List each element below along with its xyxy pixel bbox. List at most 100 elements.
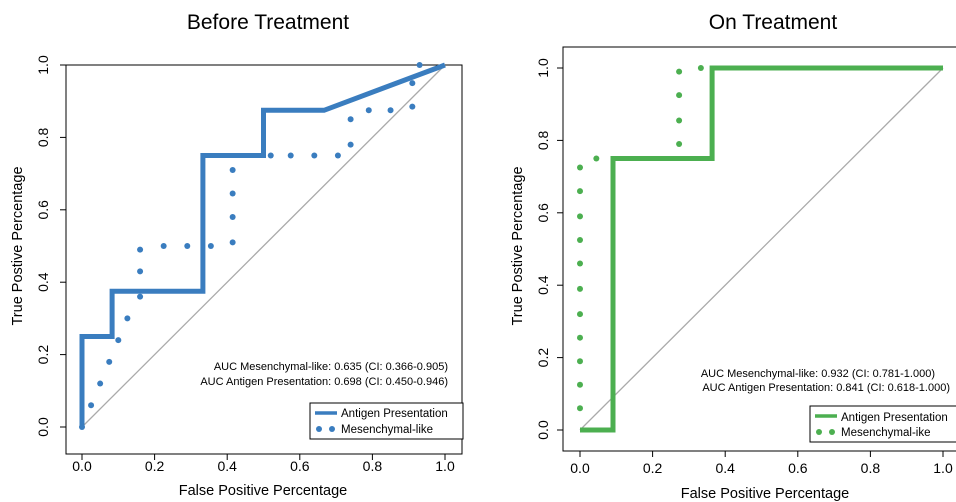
roc-point-mesenchymal xyxy=(137,246,144,253)
roc-point-mesenchymal xyxy=(577,236,583,243)
y-tick-label: 0.0 xyxy=(535,420,551,440)
y-tick-labels: 0.0 0.2 0.4 0.6 0.8 1.0 xyxy=(35,55,51,437)
y-tick-label: 1.0 xyxy=(535,58,551,78)
roc-point-mesenchymal xyxy=(593,155,600,162)
legend-swatch-dot xyxy=(316,426,322,432)
roc-point-mesenchymal xyxy=(676,141,683,148)
x-tick-label: 1.0 xyxy=(435,458,455,474)
roc-point-mesenchymal xyxy=(229,190,236,197)
x-axis-label: False Positive Percentage xyxy=(179,483,347,499)
x-axis-label: False Positive Percentage xyxy=(681,486,849,502)
roc-point-mesenchymal xyxy=(577,311,583,318)
roc-point-mesenchymal xyxy=(577,405,583,412)
legend xyxy=(309,402,464,440)
legend-swatch-dot xyxy=(329,426,335,432)
legend-label: Antigen Presentation xyxy=(841,412,948,424)
roc-point-mesenchymal xyxy=(697,65,704,71)
y-tick-label: 0.4 xyxy=(35,272,51,292)
x-tick-label: 0.0 xyxy=(72,458,92,474)
roc-point-mesenchymal xyxy=(387,107,394,114)
x-tick-label: 0.8 xyxy=(861,460,881,476)
x-tick-label: 0.6 xyxy=(290,458,310,474)
plot-area xyxy=(557,46,956,457)
roc-point-mesenchymal xyxy=(577,285,583,292)
auc-annotation: AUC Antigen Presentation: 0.698 (CI: 0.4… xyxy=(200,376,448,388)
diagonal-reference-line xyxy=(81,64,446,428)
roc-point-mesenchymal xyxy=(365,107,372,114)
diagonal-reference-line xyxy=(579,67,944,431)
roc-point-mesenchymal xyxy=(229,166,236,173)
x-tick-labels: 0.0 0.2 0.4 0.6 0.8 1.0 xyxy=(570,460,953,476)
y-tick-label: 0.2 xyxy=(35,345,51,365)
auc-annotation: AUC Mesenchymal-like: 0.635 (CI: 0.366-0… xyxy=(214,361,448,373)
roc-point-mesenchymal xyxy=(676,68,683,75)
x-tick-label: 0.8 xyxy=(363,458,383,474)
y-tick-label: 0.8 xyxy=(535,130,551,150)
roc-point-mesenchymal xyxy=(577,260,583,267)
x-tick-label: 0.4 xyxy=(715,460,735,476)
roc-point-mesenchymal xyxy=(577,381,583,388)
roc-point-mesenchymal xyxy=(97,380,104,387)
roc-point-mesenchymal xyxy=(184,243,191,249)
roc-point-mesenchymal xyxy=(79,424,85,430)
panel-on-treatment: On Treatment False Positive Percentage T… xyxy=(510,11,953,502)
roc-point-mesenchymal xyxy=(311,152,318,159)
x-tick-label: 1.0 xyxy=(933,460,953,476)
y-tick-label: 0.8 xyxy=(35,127,51,147)
legend-swatch-dot xyxy=(816,429,822,435)
chart-title: On Treatment xyxy=(709,11,838,34)
roc-point-mesenchymal xyxy=(577,358,583,365)
legend-box xyxy=(809,405,956,443)
x-tick-labels: 0.0 0.2 0.4 0.6 0.8 1.0 xyxy=(72,458,455,474)
y-axis-label: True Postive Percentage xyxy=(510,166,526,325)
roc-point-mesenchymal xyxy=(106,358,113,365)
roc-point-mesenchymal xyxy=(577,213,583,220)
legend-box xyxy=(309,402,464,440)
roc-point-mesenchymal xyxy=(347,141,354,148)
y-tick-label: 0.4 xyxy=(535,275,551,295)
roc-point-mesenchymal xyxy=(137,268,144,275)
auc-annotation: AUC Antigen Presentation: 0.841 (CI: 0.6… xyxy=(702,382,950,394)
roc-point-mesenchymal xyxy=(229,239,236,246)
roc-point-mesenchymal xyxy=(676,117,683,124)
x-tick-label: 0.0 xyxy=(570,460,590,476)
chart-title: Before Treatment xyxy=(187,11,349,34)
y-tick-label: 1.0 xyxy=(35,55,51,75)
roc-curve-antigen-presentation xyxy=(79,62,446,427)
roc-point-mesenchymal xyxy=(88,402,95,409)
plot-frame xyxy=(65,64,463,455)
legend-label: Mesenchymal-ike xyxy=(841,427,930,439)
x-tick-label: 0.4 xyxy=(217,458,237,474)
roc-point-mesenchymal xyxy=(160,243,167,249)
roc-point-mesenchymal xyxy=(416,62,423,68)
x-tick-label: 0.2 xyxy=(145,458,165,474)
roc-curve-antigen-presentation xyxy=(580,65,943,433)
roc-point-mesenchymal xyxy=(676,92,683,99)
y-tick-label: 0.0 xyxy=(35,417,51,437)
y-axis-label: True Postive Percentage xyxy=(10,166,26,325)
roc-point-mesenchymal xyxy=(287,152,294,159)
roc-point-mesenchymal xyxy=(409,80,416,87)
x-tick-label: 0.2 xyxy=(643,460,663,476)
y-tick-label: 0.2 xyxy=(535,348,551,368)
legend xyxy=(809,405,956,443)
auc-annotation: AUC Mesenchymal-like: 0.932 (CI: 0.781-1… xyxy=(701,368,935,380)
roc-point-mesenchymal xyxy=(137,293,144,300)
legend-label: Antigen Presentation xyxy=(341,408,448,420)
plot-area xyxy=(60,62,464,460)
legend-label: Mesenchymal-like xyxy=(341,424,433,436)
panel-before-treatment: Before Treatment False Positive Percenta… xyxy=(10,11,455,499)
roc-point-mesenchymal xyxy=(267,152,274,159)
roc-point-mesenchymal xyxy=(207,243,214,249)
plot-frame xyxy=(562,46,956,452)
roc-point-mesenchymal xyxy=(577,188,583,195)
y-tick-label: 0.6 xyxy=(535,203,551,223)
roc-point-mesenchymal xyxy=(115,337,122,344)
roc-point-mesenchymal xyxy=(409,103,416,110)
roc-point-mesenchymal xyxy=(124,315,131,322)
y-tick-labels: 0.0 0.2 0.4 0.6 0.8 1.0 xyxy=(535,58,551,440)
roc-point-mesenchymal xyxy=(577,334,583,341)
roc-point-mesenchymal xyxy=(577,164,583,171)
y-tick-label: 0.6 xyxy=(35,200,51,220)
